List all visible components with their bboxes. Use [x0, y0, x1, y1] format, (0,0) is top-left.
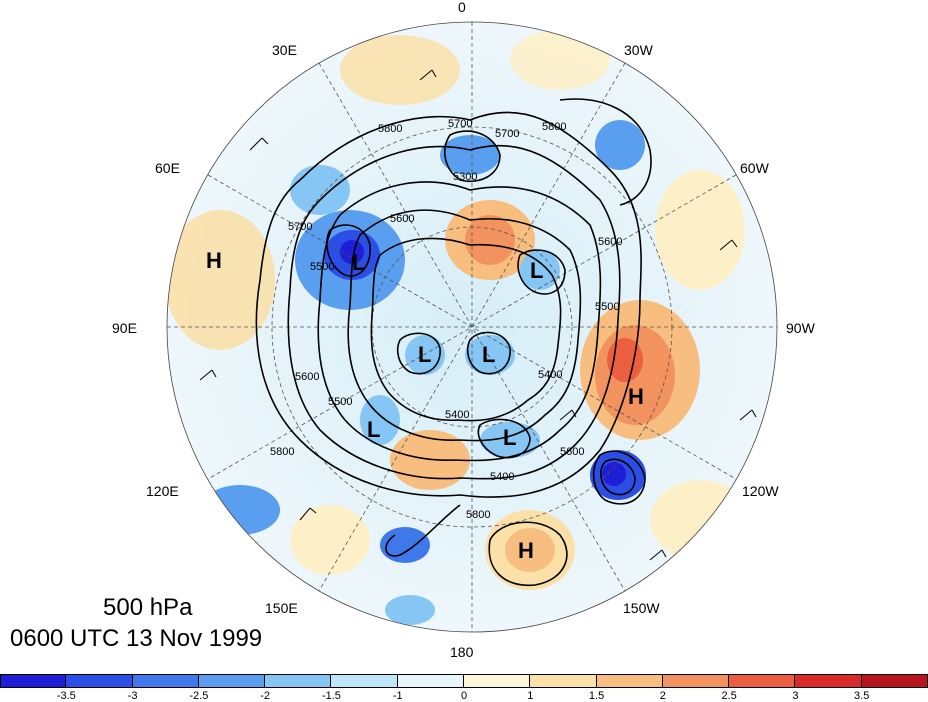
contour-label: 5400 [538, 369, 562, 381]
map-boundary [166, 21, 778, 633]
color-bar-cell [397, 674, 464, 688]
contour-label: 5600 [598, 236, 622, 248]
color-bar-cell [596, 674, 663, 688]
color-bar-cell [729, 674, 796, 688]
longitude-label-120e: 120E [146, 483, 179, 499]
color-bar-tick-label: -2 [260, 690, 271, 702]
graticule [167, 22, 777, 632]
contour-labels: 5800 5700 5700 5800 5600 5600 5500 5500 … [270, 118, 622, 521]
contour-label: 5800 [270, 446, 294, 458]
contour-label: 5700 [288, 221, 312, 233]
color-bar: -3.5 -3 -2.5 -2 -1.5 -1 0 1 1.5 2 2.5 3 3.5 [0, 674, 928, 702]
low-pressure-label: L [418, 342, 431, 367]
contour-label: 5400 [490, 471, 514, 483]
low-pressure-label: L [482, 342, 495, 367]
longitude-label-90e: 90E [112, 320, 137, 336]
color-bar-cell [530, 674, 597, 688]
longitude-label-60w: 60W [740, 160, 769, 176]
contour-label: 5600 [390, 213, 414, 225]
contour-label: 5800 [378, 123, 402, 135]
color-bar-tick-label: -3.5 [56, 690, 76, 702]
color-bar-tick-label: 1 [527, 690, 534, 702]
color-bar-cell [0, 674, 67, 688]
color-bar-cell [331, 674, 398, 688]
color-bar-cell [795, 674, 862, 688]
contour-label: 5300 [453, 171, 477, 183]
color-bar-tick-label: 1.5 [588, 690, 605, 702]
contour-label: 5600 [295, 371, 319, 383]
contour-label: 5500 [328, 396, 352, 408]
color-bar-cell [662, 674, 730, 688]
level-title: 500 hPa [103, 594, 193, 621]
high-pressure-label: H [628, 384, 644, 409]
color-bar-tick-label: 3 [792, 690, 799, 702]
contour-label: 5800 [542, 121, 566, 133]
contour-label: 5400 [445, 409, 469, 421]
contour-label: 5500 [595, 301, 619, 313]
low-pressure-label: L [367, 417, 380, 442]
height-contours [255, 98, 652, 587]
pressure-centers: H H H L L L L L L [206, 248, 644, 563]
longitude-label-180: 180 [450, 644, 474, 660]
longitude-label-30w: 30W [624, 42, 653, 58]
color-bar-tick-label: -2.5 [189, 690, 209, 702]
color-bar-cell [265, 674, 332, 688]
low-pressure-label: L [503, 425, 516, 450]
low-pressure-label: L [352, 250, 365, 275]
longitude-label-0: 0 [458, 0, 466, 15]
wind-barbs [199, 69, 757, 561]
high-pressure-label: H [206, 248, 222, 273]
color-bar-cell [132, 674, 199, 688]
color-bar-tick-label: -1 [392, 690, 403, 702]
color-bar-tick-label: 2 [659, 690, 666, 702]
color-bar-cell [464, 674, 531, 688]
color-bar-tick-label: 2.5 [721, 690, 737, 702]
color-bar-tick-label: -3 [127, 690, 138, 702]
contour-label: 5500 [310, 261, 334, 273]
longitude-label-90w: 90W [786, 320, 815, 336]
anomaly-field [167, 22, 777, 632]
color-bar-frame [0, 674, 928, 688]
contour-label: 5600 [560, 446, 584, 458]
high-pressure-label: H [518, 538, 534, 563]
contour-label: 5800 [466, 509, 490, 521]
datetime-title: 0600 UTC 13 Nov 1999 [10, 625, 263, 652]
color-bar-tick-label: 0 [460, 690, 468, 702]
longitude-label-30e: 30E [272, 42, 297, 58]
longitude-label-120w: 120W [742, 483, 779, 499]
longitude-label-150e: 150E [265, 600, 298, 616]
color-bar-cell [66, 674, 133, 688]
low-pressure-label: L [530, 258, 543, 283]
color-bar-tick-label: 3.5 [854, 690, 870, 702]
contour-label: 5700 [495, 128, 519, 140]
longitude-label-60e: 60E [155, 160, 180, 176]
color-bar-tick-label: -1.5 [321, 690, 341, 702]
longitude-label-150w: 150W [623, 600, 660, 616]
color-bar-cell [198, 674, 266, 688]
contour-label: 5700 [448, 118, 472, 130]
